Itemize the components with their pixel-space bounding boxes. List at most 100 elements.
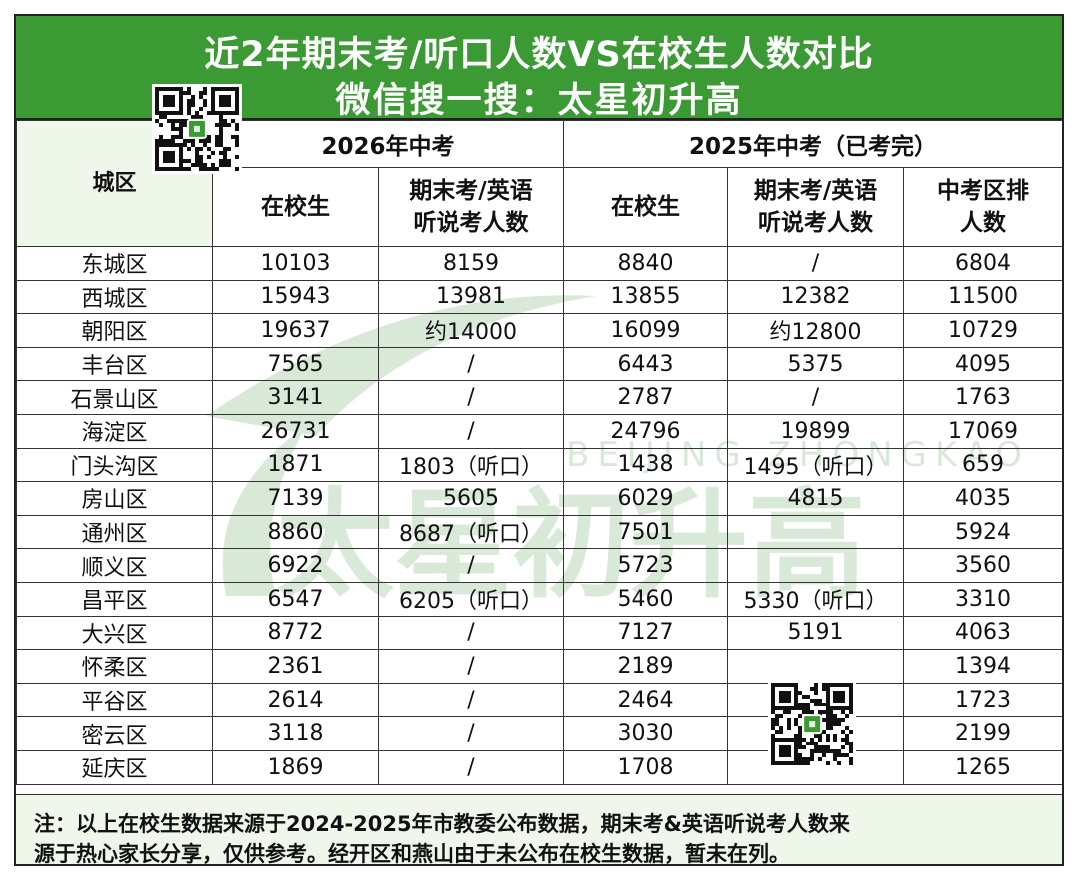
- district-cell: 东城区: [16, 246, 213, 281]
- zk-count-header: 中考区排 人数: [903, 167, 1062, 247]
- exam-2026-cell: /: [377, 380, 565, 415]
- students-2026-cell: 15943: [212, 279, 379, 315]
- table-row: 昌平区 6547 6205（听口） 5460 5330（听口） 3310: [16, 581, 1062, 617]
- table-row: 海淀区 26731/24796 19899 17069: [16, 413, 1062, 449]
- table-row: 房山区 7139 5605 6029 4815 4035: [16, 481, 1062, 516]
- district-cell: 通州区: [16, 514, 213, 550]
- zk-count-cell: 17069: [903, 413, 1062, 449]
- table-row: 石景山区 3141/2787/1763: [16, 380, 1062, 415]
- zk-count-cell: 2199: [903, 716, 1062, 751]
- exam-2025-cell: 1495（听口）: [727, 447, 905, 483]
- table-body: 东城区 10103 8159 8840/6804 西城区 15943 13981 13855 1…: [16, 246, 1062, 785]
- table-row: 朝阳区 19637 约14000 16099 约12800 10729: [16, 313, 1062, 348]
- students-2025-cell: 2464: [563, 682, 729, 718]
- district-cell: 昌平区: [16, 581, 213, 617]
- zk-count-cell: 5924: [903, 514, 1062, 550]
- students-2025-cell: 1438: [563, 447, 729, 483]
- exam-2025-cell: /: [727, 380, 905, 415]
- district-cell: 延庆区: [16, 749, 213, 785]
- students-2025-cell: 2189: [563, 649, 729, 684]
- zk-count-header-line2: 人数: [960, 210, 1007, 236]
- students-2026-cell: 8860: [212, 514, 379, 550]
- students-2026-cell: 6922: [212, 548, 379, 583]
- exam-2026-cell: 1803（听口）: [377, 447, 565, 483]
- exam-2025-cell: 12382: [727, 279, 905, 315]
- students-2025-cell: 8840: [563, 246, 729, 281]
- students-2026-cell: 7565: [212, 346, 379, 382]
- exam-2026-cell: 6205（听口）: [377, 581, 565, 617]
- exam-2026-cell: /: [377, 548, 565, 583]
- exam-2025-header-line1: 期末考/英语: [753, 178, 878, 204]
- exam-2025-cell: 4815: [727, 481, 905, 516]
- table-row: 平谷区 2614/2464 1723: [16, 682, 1062, 718]
- students-2025-header: 在校生: [563, 167, 729, 247]
- students-2026-cell: 2614: [212, 682, 379, 718]
- footnote-line1: 注：以上在校生数据来源于2024-2025年市教委公布数据，期末考&英语听说考人…: [34, 812, 850, 836]
- zk-count-cell: 11500: [903, 279, 1062, 315]
- exam-2026-cell: 13981: [377, 279, 565, 315]
- zk-count-cell: 659: [903, 447, 1062, 483]
- exam-2026-header-line1: 期末考/英语: [409, 178, 533, 204]
- zk-count-cell: 4095: [903, 346, 1062, 382]
- exam-2025-cell: 5375: [727, 346, 905, 382]
- district-data-table: 城区 2026年中考 2025年中考（已考完） 在校生 期末考/英语 听说考人数…: [16, 120, 1062, 785]
- table-row: 密云区 3118/3030 2199: [16, 716, 1062, 751]
- students-2026-cell: 3118: [212, 716, 379, 751]
- zk-count-cell: 1723: [903, 682, 1062, 718]
- students-2025-cell: 3030: [563, 716, 729, 751]
- table-row: 顺义区 6922/5723 3560: [16, 548, 1062, 583]
- zk-count-cell: 1763: [903, 380, 1062, 415]
- district-cell: 西城区: [16, 279, 213, 315]
- students-2025-cell: 24796: [563, 413, 729, 449]
- students-2026-cell: 26731: [212, 413, 379, 449]
- students-2025-cell: 2787: [563, 380, 729, 415]
- page-title: 近2年期末考/听口人数VS在校生人数对比: [204, 35, 874, 75]
- students-2026-cell: 8772: [212, 615, 379, 651]
- district-cell: 平谷区: [16, 682, 213, 718]
- exam-2025-header: 期末考/英语 听说考人数: [727, 167, 905, 247]
- district-cell: 大兴区: [16, 615, 213, 651]
- exam-2026-header-line2: 听说考人数: [413, 210, 529, 236]
- zk-count-cell: 3560: [903, 548, 1062, 583]
- district-cell: 顺义区: [16, 548, 213, 583]
- exam-2025-cell: [727, 514, 905, 550]
- district-cell: 朝阳区: [16, 313, 213, 348]
- students-2025-cell: 5723: [563, 548, 729, 583]
- exam-2026-cell: /: [377, 682, 565, 718]
- group-header-2025: 2025年中考（已考完）: [563, 120, 1062, 168]
- zk-count-cell: 10729: [903, 313, 1062, 348]
- exam-2025-cell: /: [727, 246, 905, 281]
- qr-code-pattern: [155, 87, 239, 171]
- exam-2025-cell: 5191: [727, 615, 905, 651]
- zk-count-cell: 1265: [903, 749, 1062, 785]
- table-row: 门头沟区 1871 1803（听口） 1438 1495（听口） 659: [16, 447, 1062, 483]
- page-subtitle: 微信搜一搜：太星初升高: [335, 81, 743, 121]
- zk-count-cell: 4063: [903, 615, 1062, 651]
- students-2025-cell: 16099: [563, 313, 729, 348]
- exam-2026-cell: /: [377, 413, 565, 449]
- exam-2025-cell: 5330（听口）: [727, 581, 905, 617]
- students-2026-cell: 7139: [212, 481, 379, 516]
- qr-code-middle: [768, 680, 856, 768]
- footnote-line2: 源于热心家长分享，仅供参考。经开区和燕山由于未公布在校生数据，暂未在列。: [34, 842, 790, 866]
- students-2026-cell: 3141: [212, 380, 379, 415]
- exam-2026-cell: /: [377, 749, 565, 785]
- students-2025-cell: 7501: [563, 514, 729, 550]
- students-2025-cell: 6029: [563, 481, 729, 516]
- students-2025-cell: 6443: [563, 346, 729, 382]
- exam-2025-cell: 19899: [727, 413, 905, 449]
- qr-logo-icon: [186, 118, 208, 140]
- district-cell: 海淀区: [16, 413, 213, 449]
- zk-count-cell: 4035: [903, 481, 1062, 516]
- zk-count-cell: 6804: [903, 246, 1062, 281]
- exam-2025-cell: [727, 548, 905, 583]
- district-cell: 房山区: [16, 481, 213, 516]
- district-cell: 丰台区: [16, 346, 213, 382]
- exam-2026-cell: /: [377, 716, 565, 751]
- exam-2026-cell: 约14000: [377, 313, 565, 348]
- exam-2026-cell: /: [377, 346, 565, 382]
- students-2026-cell: 1871: [212, 447, 379, 483]
- exam-2026-cell: 8159: [377, 246, 565, 281]
- exam-2025-cell: [727, 649, 905, 684]
- table-row: 丰台区 7565/6443 5375 4095: [16, 346, 1062, 382]
